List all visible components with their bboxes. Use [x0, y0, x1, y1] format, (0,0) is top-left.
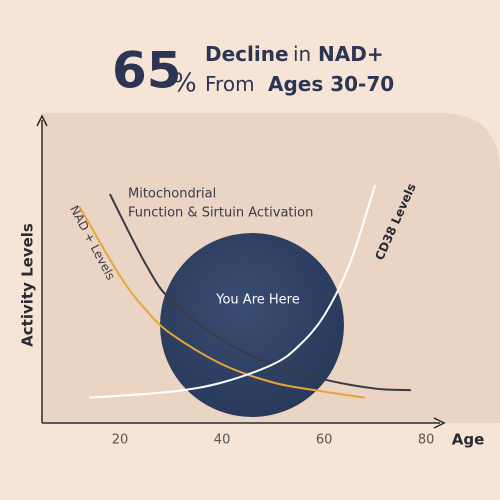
- x-tick-label: 40: [214, 433, 231, 448]
- title-word: From: [205, 72, 255, 96]
- title-line2: From Ages 30-70: [205, 72, 394, 96]
- y-axis-label: Activity Levels: [19, 223, 37, 347]
- title-number: 65: [112, 42, 182, 100]
- title-word: Ages 30-70: [268, 72, 394, 96]
- series-label: Mitochondrial: [128, 187, 216, 202]
- series-line: [89, 184, 377, 399]
- x-tick-label: 80: [418, 433, 435, 448]
- title-word: NAD+: [318, 42, 384, 66]
- annotation: You Are Here: [215, 293, 299, 308]
- series-line: [78, 205, 366, 399]
- title-unit: %: [172, 69, 197, 99]
- x-tick-label: 60: [316, 433, 333, 448]
- series-label: Function & Sirtuin Activation: [128, 206, 313, 221]
- x-arrow: [433, 417, 446, 429]
- y-arrow: [36, 114, 48, 127]
- series-line: [108, 193, 411, 392]
- title-word: Decline: [205, 42, 289, 66]
- title-line1: Decline in NAD+: [205, 42, 384, 66]
- you-are-here-circle: [160, 233, 344, 417]
- title-word: in: [293, 42, 311, 66]
- x-axis-label: Age: [452, 431, 485, 449]
- x-tick-label: 20: [112, 433, 129, 448]
